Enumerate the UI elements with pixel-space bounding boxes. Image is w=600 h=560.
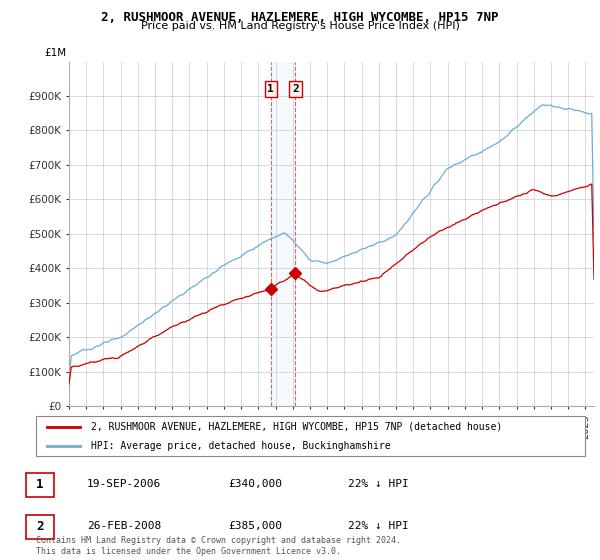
Text: 2: 2	[36, 520, 43, 534]
FancyBboxPatch shape	[26, 515, 53, 539]
Text: £385,000: £385,000	[228, 521, 282, 531]
Text: 2, RUSHMOOR AVENUE, HAZLEMERE, HIGH WYCOMBE, HP15 7NP (detached house): 2, RUSHMOOR AVENUE, HAZLEMERE, HIGH WYCO…	[91, 422, 502, 432]
Text: 22% ↓ HPI: 22% ↓ HPI	[348, 479, 409, 489]
FancyBboxPatch shape	[36, 416, 585, 456]
Text: 22% ↓ HPI: 22% ↓ HPI	[348, 521, 409, 531]
Text: 26-FEB-2008: 26-FEB-2008	[87, 521, 161, 531]
FancyBboxPatch shape	[26, 473, 53, 497]
Text: Price paid vs. HM Land Registry's House Price Index (HPI): Price paid vs. HM Land Registry's House …	[140, 21, 460, 31]
Text: 19-SEP-2006: 19-SEP-2006	[87, 479, 161, 489]
Bar	[271, 62, 295, 406]
Text: 1: 1	[36, 478, 43, 492]
Text: £1M: £1M	[44, 48, 67, 58]
Text: 2, RUSHMOOR AVENUE, HAZLEMERE, HIGH WYCOMBE, HP15 7NP: 2, RUSHMOOR AVENUE, HAZLEMERE, HIGH WYCO…	[101, 11, 499, 24]
Text: £340,000: £340,000	[228, 479, 282, 489]
Text: Contains HM Land Registry data © Crown copyright and database right 2024.
This d: Contains HM Land Registry data © Crown c…	[36, 536, 401, 556]
Text: 1: 1	[268, 84, 274, 94]
Text: 2: 2	[292, 84, 299, 94]
Text: HPI: Average price, detached house, Buckinghamshire: HPI: Average price, detached house, Buck…	[91, 441, 391, 450]
